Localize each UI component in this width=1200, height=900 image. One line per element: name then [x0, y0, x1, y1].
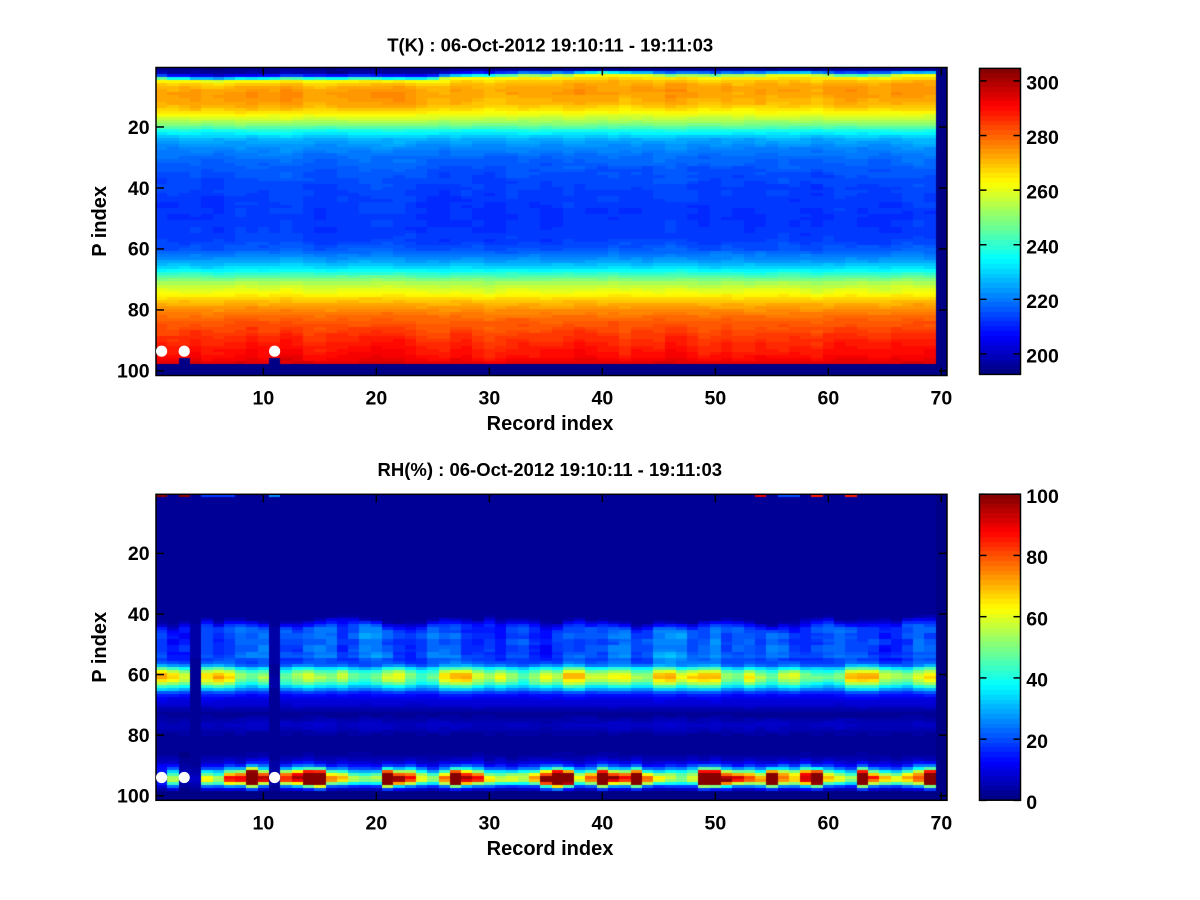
svg-text:200: 200 — [1026, 346, 1059, 368]
svg-text:70: 70 — [930, 388, 952, 410]
svg-text:20: 20 — [128, 117, 150, 139]
svg-text:100: 100 — [1026, 486, 1059, 508]
svg-text:40: 40 — [128, 178, 150, 200]
svg-text:300: 300 — [1026, 73, 1059, 95]
svg-text:40: 40 — [591, 813, 613, 835]
svg-text:P index: P index — [89, 612, 111, 683]
svg-text:40: 40 — [591, 388, 613, 410]
svg-text:30: 30 — [478, 813, 500, 835]
svg-text:100: 100 — [117, 786, 150, 808]
svg-text:RH(%) : 06-Oct-2012 19:10:11 -: RH(%) : 06-Oct-2012 19:10:11 - 19:11:03 — [378, 459, 722, 480]
svg-text:20: 20 — [1026, 731, 1048, 753]
svg-text:20: 20 — [365, 388, 387, 410]
svg-text:70: 70 — [930, 813, 952, 835]
svg-text:60: 60 — [128, 239, 150, 261]
svg-text:30: 30 — [478, 388, 500, 410]
svg-text:80: 80 — [1026, 547, 1048, 569]
svg-text:10: 10 — [252, 813, 274, 835]
svg-text:60: 60 — [128, 664, 150, 686]
svg-text:20: 20 — [128, 543, 150, 565]
svg-text:20: 20 — [365, 813, 387, 835]
svg-text:80: 80 — [128, 725, 150, 747]
svg-text:60: 60 — [817, 813, 839, 835]
svg-text:Record index: Record index — [487, 838, 614, 860]
svg-text:280: 280 — [1026, 127, 1059, 149]
svg-text:240: 240 — [1026, 236, 1059, 258]
svg-text:60: 60 — [1026, 608, 1048, 630]
svg-text:80: 80 — [128, 300, 150, 322]
svg-text:40: 40 — [128, 604, 150, 626]
svg-text:220: 220 — [1026, 291, 1059, 313]
svg-text:P index: P index — [89, 186, 111, 257]
svg-text:T(K) : 06-Oct-2012 19:10:11 -: T(K) : 06-Oct-2012 19:10:11 - 19:11:03 — [387, 35, 713, 56]
svg-text:Record index: Record index — [487, 413, 614, 435]
svg-text:100: 100 — [117, 361, 150, 383]
svg-text:50: 50 — [704, 388, 726, 410]
svg-text:60: 60 — [817, 388, 839, 410]
svg-text:50: 50 — [704, 813, 726, 835]
svg-text:260: 260 — [1026, 182, 1059, 204]
svg-text:40: 40 — [1026, 670, 1048, 692]
svg-text:10: 10 — [252, 388, 274, 410]
svg-text:0: 0 — [1026, 792, 1037, 814]
